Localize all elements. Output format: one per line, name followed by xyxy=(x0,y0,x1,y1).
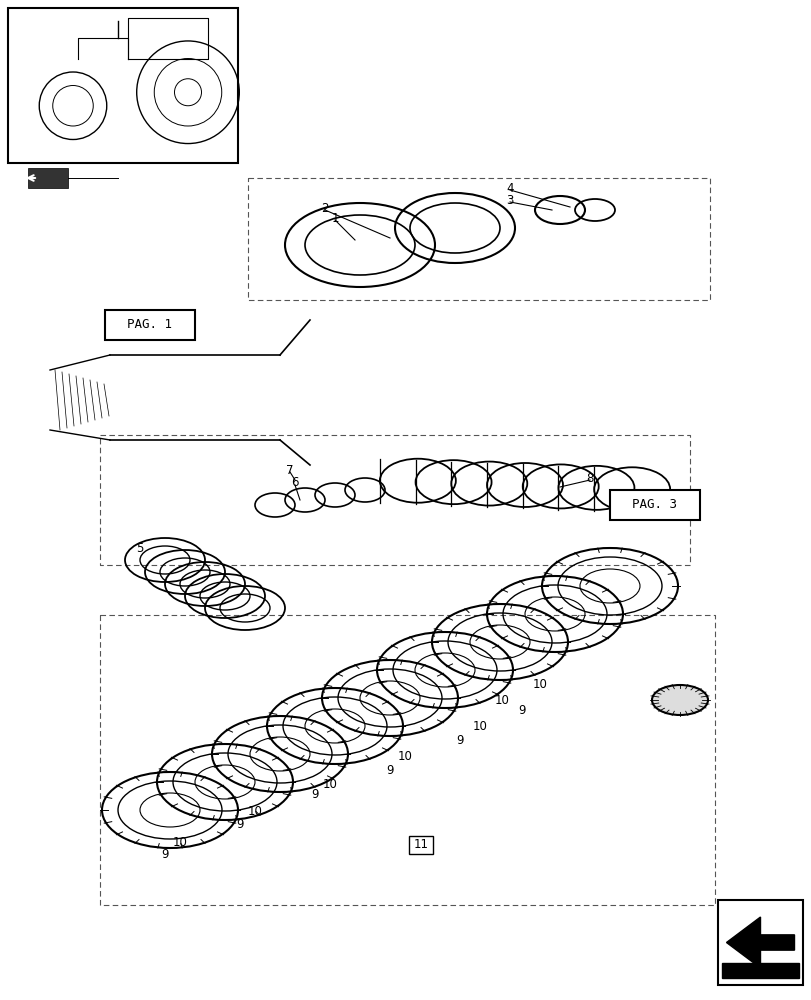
Text: 10: 10 xyxy=(532,678,547,692)
Text: 9: 9 xyxy=(161,848,169,861)
FancyBboxPatch shape xyxy=(609,490,699,520)
Text: 8: 8 xyxy=(586,472,593,485)
Text: 6: 6 xyxy=(291,477,298,489)
Text: PAG. 1: PAG. 1 xyxy=(127,318,172,332)
Text: 5: 5 xyxy=(136,542,144,554)
Polygon shape xyxy=(726,917,793,968)
Text: 10: 10 xyxy=(247,805,262,818)
Text: PAG. 3: PAG. 3 xyxy=(632,498,676,512)
Text: 11: 11 xyxy=(413,838,428,851)
Text: 10: 10 xyxy=(322,778,337,790)
FancyBboxPatch shape xyxy=(105,310,195,340)
Text: 10: 10 xyxy=(397,750,412,764)
Text: 9: 9 xyxy=(517,704,525,716)
Text: 4: 4 xyxy=(505,182,513,195)
Text: 7: 7 xyxy=(286,464,294,477)
Ellipse shape xyxy=(651,685,707,715)
Text: 10: 10 xyxy=(494,694,508,706)
Text: 1: 1 xyxy=(331,212,338,225)
Text: 2: 2 xyxy=(321,202,328,215)
Text: 9: 9 xyxy=(456,733,463,746)
Text: 9: 9 xyxy=(386,764,393,776)
Text: 3: 3 xyxy=(506,194,513,207)
Text: 9: 9 xyxy=(236,818,243,831)
FancyBboxPatch shape xyxy=(409,836,432,854)
Text: 10: 10 xyxy=(173,836,187,849)
Text: 9: 9 xyxy=(311,788,319,801)
Bar xyxy=(8,8,238,163)
Text: 10: 10 xyxy=(472,719,487,732)
Bar xyxy=(717,900,802,985)
Bar xyxy=(28,168,68,188)
Bar xyxy=(721,963,798,978)
